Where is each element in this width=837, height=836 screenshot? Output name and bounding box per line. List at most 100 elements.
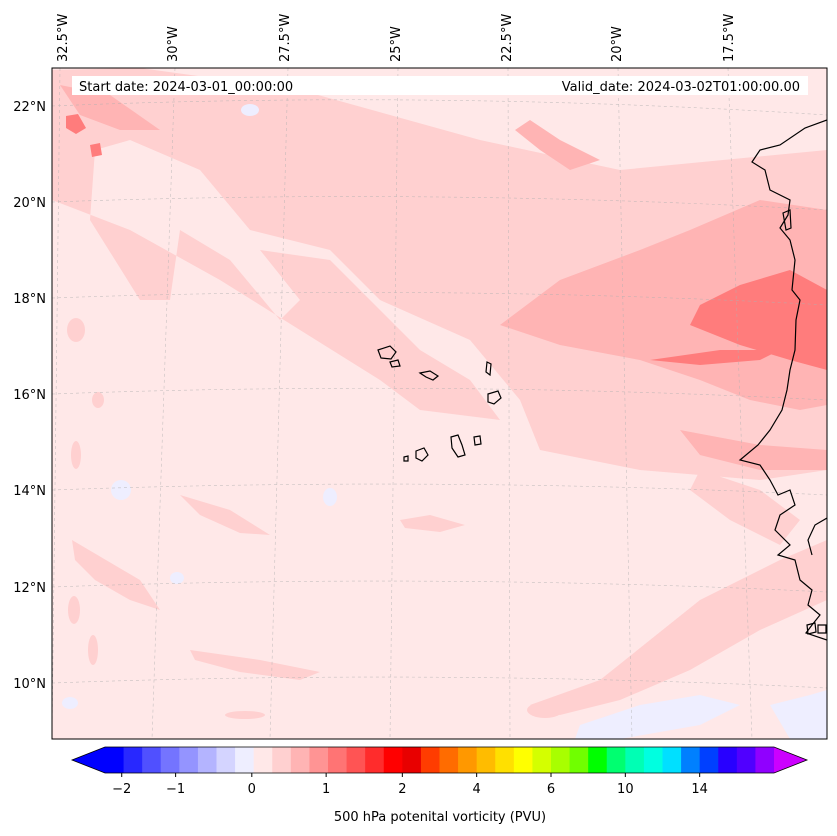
colorbar-tick-label: 4	[473, 782, 481, 797]
colorbar-segment	[272, 747, 292, 773]
upper-band-light	[52, 68, 827, 480]
colorbar-segment	[179, 747, 199, 773]
colorbar-tick-label: 10	[617, 782, 634, 797]
colorbar-segment	[383, 747, 403, 773]
blob-1	[67, 318, 85, 342]
colorbar-ticks: −2 −1 0 1 2 4 6 10 14	[112, 773, 708, 797]
colorbar-segment	[718, 747, 738, 773]
neg-patch-3	[170, 572, 184, 584]
grid-lat-16	[52, 387, 827, 401]
band-light-layer	[52, 68, 827, 719]
bissagos-island-1	[806, 622, 817, 635]
colorbar-segment	[346, 747, 366, 773]
lat-label: 16°N	[13, 388, 46, 403]
colorbar-segment	[197, 747, 217, 773]
colorbar-segment	[402, 747, 422, 773]
blob-7	[527, 702, 563, 718]
neg-patch-1	[111, 480, 131, 500]
neg-patch-5	[241, 104, 259, 116]
lat-label: 22°N	[13, 100, 46, 115]
lon-label: 22.5°W	[500, 14, 515, 62]
lon-label: 27.5°W	[278, 14, 293, 62]
colorbar-tick-label: 6	[547, 782, 555, 797]
east-band	[690, 470, 800, 545]
strong-core	[690, 270, 827, 370]
date-label-box	[72, 76, 808, 95]
colorbar-segment	[235, 747, 255, 773]
grid-lat-20	[52, 196, 827, 211]
neg-patch-6	[575, 695, 740, 739]
valid-date-label: Valid_date: 2024-03-02T01:00:00.00	[562, 80, 800, 95]
colorbar: −2 −1 0 1 2 4 6 10 14 500 hPa potenital vorticit…	[70, 746, 809, 825]
grid-lon-25	[389, 68, 399, 739]
colorbar-segment	[513, 747, 533, 773]
colorbar-segment	[439, 747, 459, 773]
colorbar-outline	[70, 746, 809, 774]
grid-lat-14	[52, 483, 827, 496]
colorbar-tick-label: 1	[322, 782, 330, 797]
lat-label: 18°N	[13, 292, 46, 307]
swath-14N	[180, 495, 270, 535]
bissagos-island-2	[817, 624, 827, 634]
colorbar-tick-label: −1	[166, 782, 185, 797]
colorbar-segment	[532, 747, 552, 773]
colorbar-segment	[755, 747, 775, 773]
colorbar-segment	[309, 747, 329, 773]
colorbar-segment	[606, 747, 626, 773]
blob-8	[339, 293, 347, 303]
island-sal	[485, 361, 492, 377]
band-strong-layer	[66, 114, 827, 370]
pv-field	[52, 68, 827, 739]
grid-lon-22-5	[507, 68, 511, 739]
island-sao-nicolau	[418, 370, 440, 381]
blob-4	[68, 596, 80, 624]
colorbar-label: 500 hPa potenital vorticity (PVU)	[334, 810, 546, 825]
grid-lon-32-5	[52, 68, 61, 739]
colorbar-segment	[569, 747, 589, 773]
colorbar-segment	[476, 747, 496, 773]
island-santiago	[450, 434, 466, 458]
colorbar-segment	[643, 747, 663, 773]
lower-band-light	[530, 540, 827, 715]
grid-lat-10	[52, 676, 827, 689]
colorbar-segment	[662, 747, 682, 773]
grid-lat-22	[52, 99, 827, 116]
lon-label: 30°W	[166, 26, 181, 62]
colorbar-segment	[328, 747, 347, 773]
neg-patch-7	[770, 690, 827, 739]
colorbar-segment	[290, 747, 310, 773]
colorbar-segment	[216, 747, 236, 773]
colorbar-segment	[160, 747, 180, 773]
grid-lon-20	[617, 68, 633, 739]
map-frame	[51, 67, 828, 740]
negative-layer	[62, 104, 827, 739]
lat-label: 20°N	[13, 196, 46, 211]
lat-label: 14°N	[13, 484, 46, 499]
colorbar-segment	[551, 747, 570, 773]
colorbar-tick-label: −2	[112, 782, 131, 797]
colorbar-tick-label: 14	[691, 782, 708, 797]
colorbar-segment	[681, 747, 701, 773]
island-brava	[403, 455, 409, 462]
island-santo-antao	[377, 345, 397, 360]
lon-label: 17.5°W	[722, 14, 737, 62]
mid-swath	[400, 515, 465, 532]
neg-patch-4	[62, 697, 78, 709]
dakhla-inlet	[782, 209, 792, 231]
blob-2	[92, 392, 104, 408]
colorbar-segment	[105, 747, 124, 773]
island-sao-vicente	[389, 359, 401, 368]
island-maio	[473, 435, 482, 446]
colorbar-segment	[495, 747, 515, 773]
blob-6	[225, 711, 265, 719]
colorbar-tick-label: 0	[248, 782, 256, 797]
island-fogo	[415, 447, 429, 462]
island-boa-vista	[487, 390, 502, 405]
lon-label: 25°W	[389, 26, 404, 62]
graticule	[52, 68, 827, 739]
africa-coast-2	[807, 517, 827, 556]
lon-labels: 32.5°W 30°W 27.5°W 25°W 22.5°W 20°W 17.5…	[56, 14, 737, 62]
neg-patch-2	[323, 488, 337, 506]
lat-label: 12°N	[13, 581, 46, 596]
